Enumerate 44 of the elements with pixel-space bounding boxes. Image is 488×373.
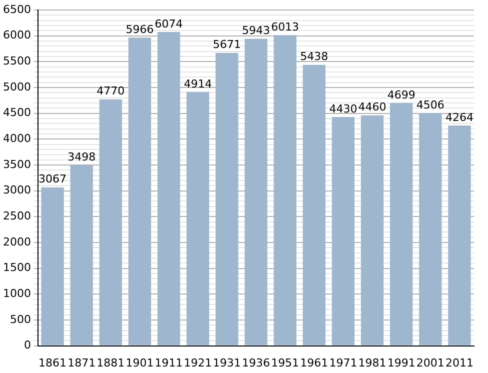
x-tick-label: 1861 (38, 356, 67, 370)
data-label: 4264 (445, 110, 474, 124)
x-tick-label: 1911 (154, 356, 183, 370)
x-tick-label: 1936 (242, 356, 270, 370)
y-tick-label: 2000 (2, 235, 31, 248)
data-label: 5438 (300, 50, 328, 64)
x-tick-label: 1871 (68, 356, 96, 370)
y-tick-label: 2500 (2, 210, 31, 223)
data-label: 5966 (126, 22, 154, 36)
x-tick-label: 2011 (445, 356, 474, 370)
data-label: 6074 (154, 17, 183, 30)
data-label: 4506 (416, 98, 444, 112)
y-tick-label: 1500 (2, 261, 31, 274)
x-tick-label: 1921 (184, 356, 212, 370)
data-label: 5671 (212, 38, 241, 52)
data-label: 4770 (96, 84, 125, 98)
y-tick-label: 1000 (2, 287, 31, 300)
data-label: 6013 (271, 20, 300, 34)
y-tick-label: 6500 (2, 2, 31, 16)
y-tick-label: 3500 (2, 158, 31, 171)
x-tick-label: 1951 (271, 356, 300, 370)
x-tick-label: 1881 (96, 356, 125, 370)
y-tick-label: 0 (24, 338, 31, 352)
y-tick-label: 5000 (2, 80, 31, 94)
data-label: 4699 (387, 88, 416, 102)
data-label: 4460 (358, 100, 386, 114)
x-tick-label: 2001 (416, 356, 444, 370)
x-tick-label: 1971 (329, 356, 358, 370)
x-tick-label: 1961 (300, 356, 328, 370)
y-tick-label: 4500 (2, 106, 31, 120)
x-tick-label: 1991 (387, 356, 416, 370)
y-tick-label: 4000 (2, 132, 31, 146)
x-tick-label: 1901 (126, 356, 154, 370)
y-tick-label: 5500 (2, 54, 31, 68)
x-tick-label: 1931 (212, 356, 241, 370)
y-tick-label: 3000 (2, 184, 31, 197)
y-tick-label: 6000 (2, 28, 31, 42)
data-label: 3498 (68, 150, 96, 164)
x-tick-label: 1981 (358, 356, 386, 370)
data-label: 3067 (38, 172, 67, 186)
data-label: 4914 (184, 77, 212, 90)
data-label: 4430 (329, 102, 358, 116)
y-tick-label: 500 (10, 312, 31, 326)
data-label: 5943 (242, 24, 270, 38)
